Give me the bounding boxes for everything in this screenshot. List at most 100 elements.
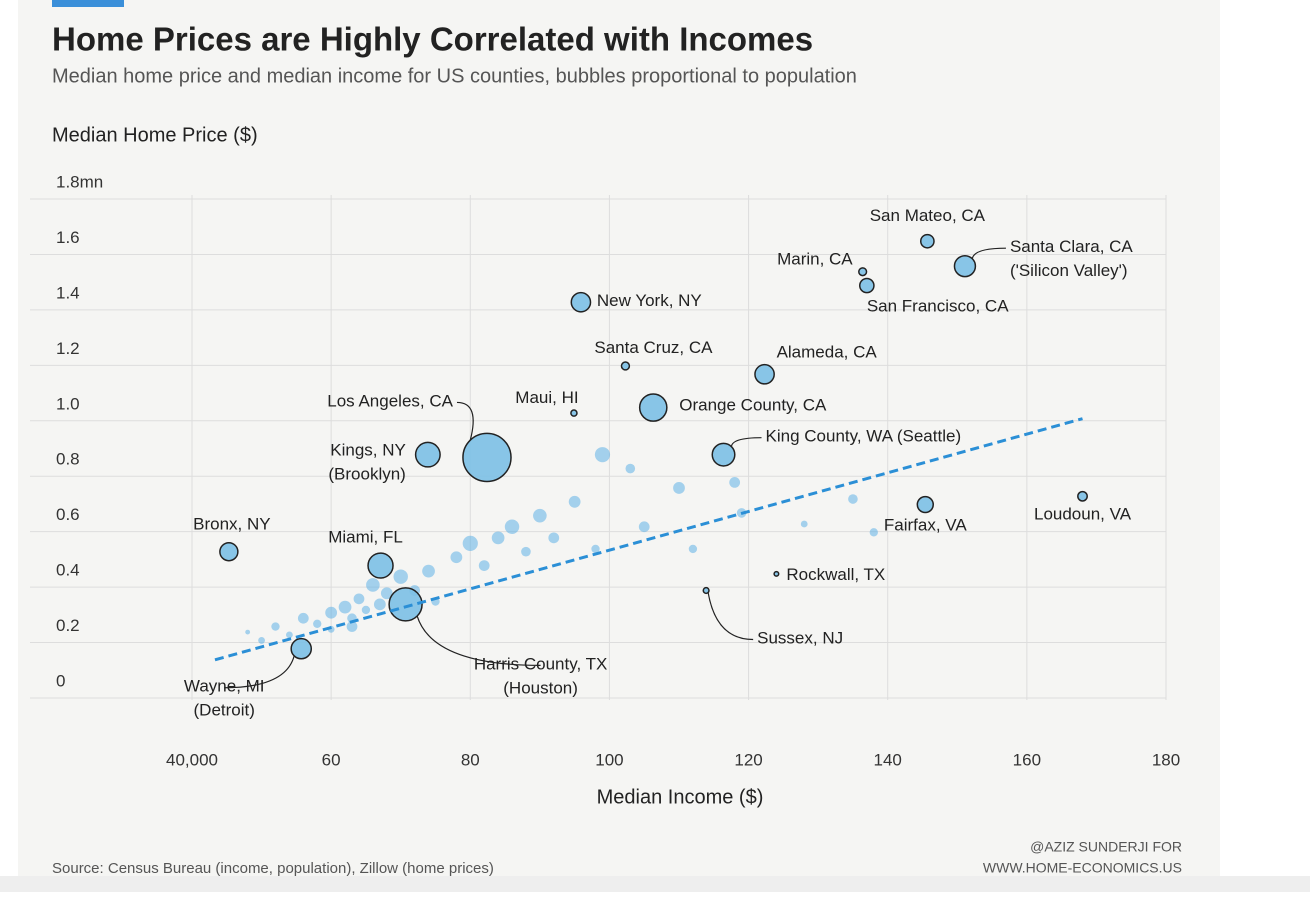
y-tick-label: 0.6 — [56, 505, 80, 524]
chart-title: Home Prices are Highly Correlated with I… — [52, 21, 813, 58]
bubble — [521, 546, 531, 557]
bubble — [800, 520, 808, 528]
labeled-bubble — [638, 393, 668, 422]
bubble — [504, 519, 520, 534]
data-label-line: (Houston) — [503, 679, 578, 698]
bubble — [338, 600, 352, 614]
labeled-bubble — [916, 495, 935, 514]
bubble — [462, 535, 478, 551]
data-label: Marin, CA — [777, 250, 853, 269]
data-label: Santa Cruz, CA — [594, 338, 713, 357]
labeled-bubble — [219, 541, 239, 562]
tab — [52, 0, 124, 7]
labeled-bubble — [570, 409, 578, 417]
labeled-bubble — [711, 442, 736, 467]
labeled-bubble — [754, 363, 775, 385]
labeled-bubble — [367, 552, 394, 579]
x-tick-label: 120 — [734, 750, 762, 769]
data-label-line: New York, NY — [597, 292, 702, 311]
data-label-line: Los Angeles, CA — [327, 392, 453, 411]
y-tick-label: 1.6 — [56, 228, 80, 247]
leader-line — [224, 655, 295, 689]
labeled-bubble — [773, 570, 780, 577]
x-tick-label: 180 — [1152, 750, 1180, 769]
data-label-line: King County, WA (Seattle) — [766, 427, 962, 446]
bubble — [594, 447, 611, 463]
data-label: San Mateo, CA — [870, 207, 986, 226]
data-label: King County, WA (Seattle) — [766, 427, 962, 446]
bubble — [729, 477, 741, 488]
data-label: Los Angeles, CA — [327, 392, 453, 411]
bubble — [373, 598, 386, 611]
bubble — [422, 564, 435, 578]
data-label-line: San Mateo, CA — [870, 207, 986, 226]
data-label-line: Sussex, NJ — [757, 629, 843, 648]
x-tick-label: 140 — [874, 750, 902, 769]
y-tick-label: 0.2 — [56, 616, 80, 635]
data-label: Miami, FL — [328, 528, 403, 547]
x-tick-label: 160 — [1013, 750, 1041, 769]
bubble — [450, 551, 463, 564]
bubble — [271, 622, 280, 631]
x-tick-label: 60 — [322, 750, 341, 769]
bubble — [591, 544, 600, 554]
bubble — [297, 612, 309, 624]
data-label-line: Fairfax, VA — [884, 516, 967, 535]
data-label-line: Bronx, NY — [193, 515, 270, 534]
labeled-bubble — [858, 267, 868, 277]
bubble — [673, 482, 685, 494]
y-tick-label: 0.8 — [56, 450, 80, 469]
leader-line — [707, 592, 754, 641]
y-tick-label: 0 — [56, 671, 65, 690]
data-label: Rockwall, TX — [786, 565, 885, 584]
bubble — [245, 629, 251, 635]
labeled-bubble — [570, 291, 592, 313]
bubble — [625, 463, 636, 474]
y-tick-label: 1.2 — [56, 339, 80, 358]
data-label: Harris County, TX (Houston) — [474, 655, 608, 698]
labeled-bubble — [919, 233, 935, 249]
data-label-line: (Brooklyn) — [328, 465, 405, 484]
data-label-line: Santa Cruz, CA — [594, 338, 713, 357]
bubble — [869, 528, 878, 537]
bubble — [533, 508, 547, 523]
y-tick-label: 1.8mn — [56, 172, 103, 191]
labeled-bubble — [702, 586, 710, 595]
x-tick-label: 80 — [461, 750, 480, 769]
data-label: San Francisco, CA — [867, 297, 1009, 316]
labeled-bubble — [1077, 490, 1088, 502]
y-tick-label: 1.0 — [56, 394, 80, 413]
data-label: Alameda, CA — [777, 343, 878, 362]
bubble — [361, 605, 371, 615]
bubble — [353, 593, 365, 605]
y-tick-label: 0.4 — [56, 561, 80, 580]
data-label: Bronx, NY — [193, 515, 270, 534]
bubble — [688, 544, 698, 554]
y-tick-label: 1.4 — [56, 283, 80, 302]
card — [18, 0, 1220, 892]
bubble — [548, 532, 560, 544]
data-label-line: Miami, FL — [328, 528, 403, 547]
data-label: Santa Clara, CA ('Silicon Valley') — [1010, 238, 1133, 281]
bubble — [313, 619, 322, 628]
y-axis-title: Median Home Price ($) — [52, 124, 258, 146]
data-label-line: Loudoun, VA — [1034, 505, 1132, 524]
data-label-line: ('Silicon Valley') — [1010, 262, 1128, 281]
x-tick-label: 100 — [595, 750, 623, 769]
data-label: Orange County, CA — [679, 396, 827, 415]
leader-line — [730, 437, 762, 447]
data-label: Loudoun, VA — [1034, 505, 1132, 524]
bubble — [491, 531, 505, 545]
labeled-bubble — [620, 361, 631, 371]
labeled-bubble — [388, 587, 423, 622]
data-label: Sussex, NJ — [757, 629, 843, 648]
x-tick-label: 40,000 — [166, 750, 218, 769]
bubble — [848, 494, 858, 504]
leader-line — [416, 615, 541, 666]
data-label-line: Marin, CA — [777, 250, 853, 269]
bubble — [638, 521, 650, 533]
data-label: New York, NY — [597, 292, 702, 311]
leader-line — [971, 247, 1006, 260]
